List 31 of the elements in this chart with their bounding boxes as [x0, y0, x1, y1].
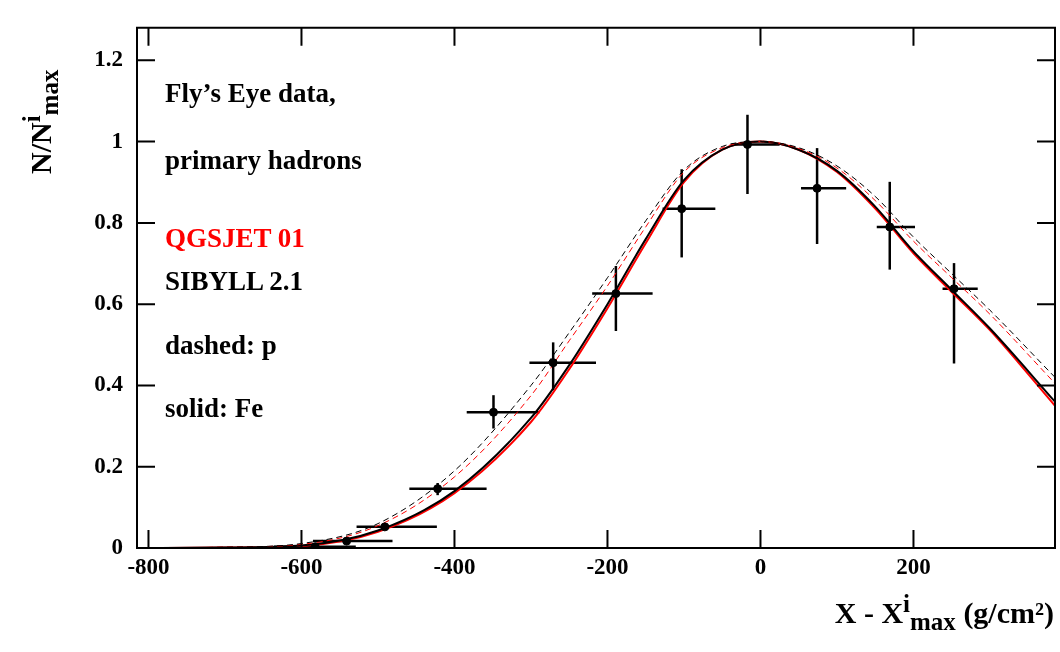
point [949, 284, 959, 294]
y-tick-label: 0.6 [94, 290, 123, 316]
y-tick-label: 0.2 [94, 452, 123, 478]
y-tick-label: 0.8 [94, 208, 123, 234]
point [548, 358, 558, 368]
point [433, 484, 443, 494]
y-tick-label: 1.2 [94, 46, 123, 72]
y-tick-label: 0.4 [94, 371, 124, 397]
point [488, 407, 498, 417]
annotation: Fly’s Eye data, [165, 77, 336, 108]
x-axis-title: X - X$^{i}$$_{max}$ (g/cm²) [834, 590, 1054, 636]
point [342, 536, 352, 546]
annotation: SIBYLL 2.1 [165, 265, 304, 296]
point [812, 183, 822, 193]
y-tick-label: 0 [111, 533, 123, 559]
x-tick-label: -600 [280, 553, 323, 579]
point [677, 204, 687, 214]
x-tick-label: -200 [586, 553, 629, 579]
point [885, 222, 895, 232]
y-tick-label: 1 [111, 127, 123, 153]
x-tick-label: 0 [754, 553, 767, 579]
annotation: dashed: p [165, 329, 277, 360]
x-tick-label: -800 [127, 553, 170, 579]
annotation: primary hadrons [165, 144, 362, 175]
point [380, 522, 390, 532]
x-tick-label: 200 [896, 553, 931, 579]
annotation: solid: Fe [165, 392, 264, 423]
point [742, 139, 752, 149]
point [611, 289, 621, 299]
annotation: QGSJET 01 [165, 222, 305, 253]
x-tick-label: -400 [433, 553, 476, 579]
